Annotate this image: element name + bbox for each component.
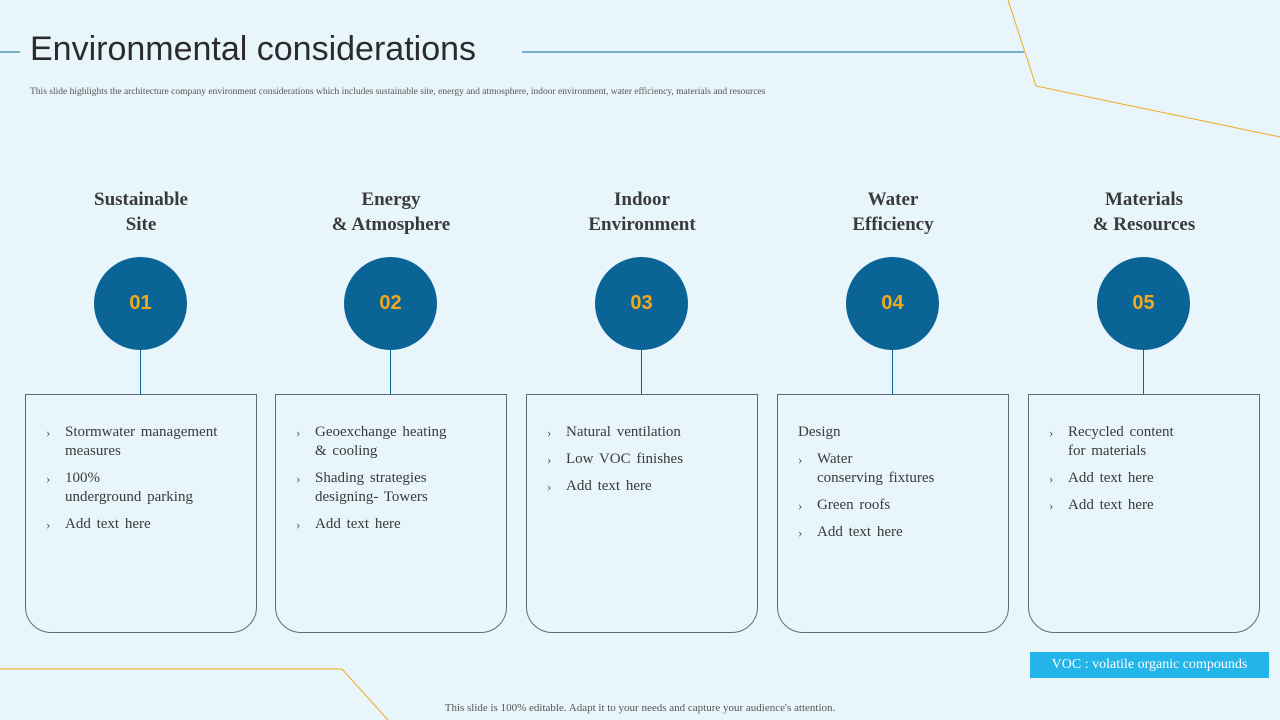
chevron-right-icon: › [547, 452, 552, 467]
column-heading-line: Water [867, 189, 919, 210]
list-item-text: Water [817, 451, 853, 467]
chevron-right-icon: › [46, 517, 51, 532]
list-item-text: Green roofs [817, 497, 891, 513]
chevron-right-icon: › [1049, 425, 1054, 440]
column-heading: Water Efficiency [777, 187, 1009, 237]
chevron-right-icon: › [296, 517, 301, 532]
bullet-list: › Natural ventilation › Low VOC finishes › Ad… [547, 423, 743, 504]
list-item-text: measures [65, 443, 121, 459]
connector-line [892, 350, 893, 394]
column-heading: Sustainable Site [25, 187, 257, 237]
list-item-text: 100% [65, 470, 100, 486]
list-item-text: Natural ventilation [566, 424, 681, 440]
bullet-list: › Stormwater management measures › 100% under… [46, 423, 242, 542]
chevron-right-icon: › [46, 425, 51, 440]
list-item-text: designing- Towers [315, 489, 428, 505]
list-item-text: Geoexchange heating [315, 424, 447, 440]
list-item-text: Stormwater management [65, 424, 218, 440]
detail-card: › Recycled content for materials › Add text … [1028, 394, 1260, 633]
consideration-column: Water Efficiency 04 Design › Water conserving … [777, 0, 1009, 720]
chevron-right-icon: › [296, 425, 301, 440]
chevron-right-icon: › [798, 452, 803, 467]
bullet-list: › Recycled content for materials › Add text … [1049, 423, 1245, 523]
list-item-text: conserving fixtures [817, 470, 935, 486]
column-heading-line: Environment [588, 214, 696, 235]
list-item-text: Add text here [1068, 470, 1154, 486]
list-item-text: Shading strategies [315, 470, 427, 486]
step-number-circle: 03 [595, 257, 688, 350]
slide-footer: This slide is 100% editable. Adapt it to… [444, 702, 836, 714]
chevron-right-icon: › [798, 498, 803, 513]
column-heading: Energy & Atmosphere [275, 187, 507, 237]
detail-card: Design › Water conserving fixtures › Green ro… [777, 394, 1009, 633]
list-item-text: Recycled content [1068, 424, 1174, 440]
list-item-text: Low VOC finishes [566, 451, 684, 467]
bullet-list: Design › Water conserving fixtures › Green ro… [798, 423, 994, 550]
column-heading-line: & Atmosphere [331, 214, 451, 235]
chevron-right-icon: › [296, 471, 301, 486]
column-heading-line: Materials [1104, 189, 1184, 210]
column-heading: Indoor Environment [526, 187, 758, 237]
connector-line [641, 350, 642, 394]
list-item-text: Add text here [566, 478, 652, 494]
chevron-right-icon: › [1049, 498, 1054, 513]
list-item-text: Add text here [817, 524, 903, 540]
column-heading-line: & Resources [1092, 214, 1196, 235]
card-intro-text: Design [798, 424, 841, 440]
list-item: › Add text here [46, 515, 242, 534]
consideration-column: Sustainable Site 01 › Stormwater management m… [25, 0, 257, 720]
detail-card: › Geoexchange heating & cooling › Shading st… [275, 394, 507, 633]
list-item: › Shading strategies designing- Towers [296, 469, 492, 507]
connector-line [1143, 350, 1144, 394]
step-number-circle: 01 [94, 257, 187, 350]
list-item-text: underground parking [65, 489, 193, 505]
connector-line [140, 350, 141, 394]
list-item: › Recycled content for materials [1049, 423, 1245, 461]
column-heading-line: Efficiency [852, 214, 934, 235]
page-title: Environmental considerations [30, 30, 477, 68]
list-item: › Green roofs [798, 496, 994, 515]
list-item-text: & cooling [315, 443, 378, 459]
list-item-text: Add text here [315, 516, 401, 532]
step-number-circle: 02 [344, 257, 437, 350]
column-heading-line: Energy [361, 189, 421, 210]
detail-card: › Stormwater management measures › 100% under… [25, 394, 257, 633]
bullet-list: › Geoexchange heating & cooling › Shading st… [296, 423, 492, 542]
page-subtitle: This slide highlights the architecture c… [30, 87, 766, 97]
list-item: › Add text here [798, 523, 994, 542]
consideration-column: Materials & Resources 05 › Recycled content f… [1028, 0, 1260, 720]
list-item: › 100% underground parking [46, 469, 242, 507]
chevron-right-icon: › [547, 479, 552, 494]
chevron-right-icon: › [46, 471, 51, 486]
list-item: › Add text here [296, 515, 492, 534]
list-item: › Natural ventilation [547, 423, 743, 442]
list-item: › Low VOC finishes [547, 450, 743, 469]
step-number-circle: 05 [1097, 257, 1190, 350]
list-item: › Stormwater management measures [46, 423, 242, 461]
list-item-text: Add text here [65, 516, 151, 532]
chevron-right-icon: › [798, 525, 803, 540]
column-heading-line: Indoor [614, 189, 670, 210]
list-item: › Add text here [1049, 469, 1245, 488]
voc-note: VOC : volatile organic compounds [1030, 652, 1269, 678]
column-heading-line: Site [125, 214, 157, 235]
list-item: › Geoexchange heating & cooling [296, 423, 492, 461]
detail-card: › Natural ventilation › Low VOC finishes › Ad… [526, 394, 758, 633]
consideration-column: Indoor Environment 03 › Natural ventilation ›… [526, 0, 758, 720]
consideration-column: Energy & Atmosphere 02 › Geoexchange heating… [275, 0, 507, 720]
connector-line [390, 350, 391, 394]
column-heading-line: Sustainable [94, 189, 188, 210]
list-item: › Add text here [1049, 496, 1245, 515]
list-item-text: for materials [1068, 443, 1147, 459]
chevron-right-icon: › [1049, 471, 1054, 486]
list-item: › Add text here [547, 477, 743, 496]
column-heading: Materials & Resources [1028, 187, 1260, 237]
list-item-text: Add text here [1068, 497, 1154, 513]
chevron-right-icon: › [547, 425, 552, 440]
step-number-circle: 04 [846, 257, 939, 350]
list-item: › Water conserving fixtures [798, 450, 994, 488]
